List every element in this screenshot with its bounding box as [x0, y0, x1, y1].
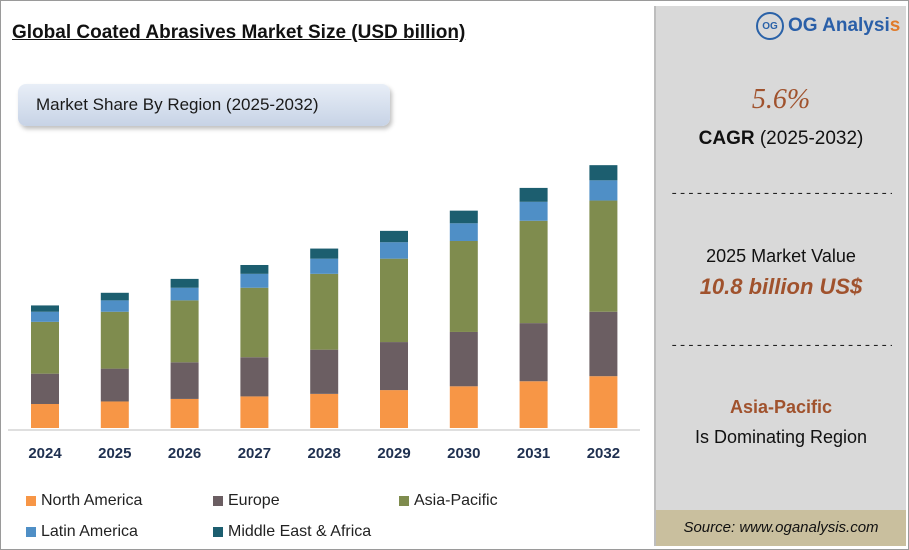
- bar-2027-latin-america: [240, 273, 269, 288]
- divider-top: ----------------------------: [670, 186, 892, 202]
- bar-2029-latin-america: [380, 242, 408, 259]
- bar-2024-asia-pacific: [31, 321, 59, 374]
- bar-2029-asia-pacific: [380, 258, 408, 343]
- bar-2024-middle-east-africa: [31, 305, 59, 312]
- bar-2030-latin-america: [449, 223, 478, 241]
- source-footer: Source: www.oganalysis.com: [656, 510, 906, 546]
- bar-2031-middle-east-africa: [519, 187, 548, 202]
- bar-2029-middle-east-africa: [380, 230, 408, 243]
- bar-2027-middle-east-africa: [240, 264, 269, 274]
- legend-label-asia-pacific: Asia-Pacific: [414, 492, 498, 509]
- legend-item-middle-east-africa: Middle East & Africa: [213, 523, 371, 541]
- cagr-value: 5.6%: [751, 84, 811, 115]
- og-analysis-logo: OG OG Analysis: [756, 12, 900, 40]
- logo-badge-icon: OG: [756, 12, 784, 40]
- stacked-bar-chart: 2024 2025 2026 2027 2028 2029 2030 2031 2032: [8, 165, 640, 462]
- legend-item-asia-pacific: Asia-Pacific: [399, 492, 498, 510]
- x-tick-label-2030: 2030: [447, 445, 480, 462]
- legend-swatch-latin-america: [26, 527, 36, 537]
- bar-2030-middle-east-africa: [449, 210, 478, 224]
- bar-2031-north-america: [519, 381, 548, 428]
- bar-2032-europe: [589, 311, 618, 377]
- x-tick-label-2028: 2028: [308, 445, 341, 462]
- x-tick-label-2027: 2027: [238, 445, 271, 462]
- bar-2027-europe: [240, 357, 269, 397]
- bar-2032-asia-pacific: [589, 200, 618, 312]
- bar-2024-north-america: [31, 403, 59, 428]
- bar-2030-asia-pacific: [449, 240, 478, 332]
- x-tick-label-2031: 2031: [517, 445, 550, 462]
- x-tick-labels: 2024 2025 2026 2027 2028 2029 2030 2031 2032: [28, 445, 620, 462]
- legend-item-north-america: North America: [26, 492, 142, 510]
- bar-2024-latin-america: [31, 311, 59, 322]
- bar-2027-asia-pacific: [240, 287, 269, 358]
- logo-text: OG Analysis: [788, 15, 900, 37]
- bar-2031-latin-america: [519, 201, 548, 221]
- market-value: 10.8 billion US$: [699, 274, 863, 299]
- bar-2032-latin-america: [589, 180, 618, 201]
- bar-2030-europe: [449, 331, 478, 387]
- bar-2026-europe: [170, 362, 199, 399]
- x-tick-label-2024: 2024: [28, 445, 62, 462]
- cagr-label: CAGR (2025-2032): [656, 128, 906, 150]
- legend-label-europe: Europe: [228, 492, 280, 509]
- bar-2027-north-america: [240, 396, 269, 428]
- bar-2026-asia-pacific: [170, 300, 199, 363]
- chart-subtitle: Market Share By Region (2025-2032): [18, 84, 390, 126]
- logo-text-main: OG Analysi: [788, 15, 890, 36]
- bar-2029-europe: [380, 342, 408, 391]
- cagr-label-period: (2025-2032): [754, 128, 864, 149]
- bar-2028-latin-america: [310, 258, 339, 274]
- market-value-label: 2025 Market Value: [706, 246, 856, 266]
- bar-2032-north-america: [589, 376, 618, 428]
- legend-swatch-europe: [213, 496, 223, 506]
- bar-2025-europe: [100, 368, 129, 402]
- bar-2026-latin-america: [170, 287, 199, 301]
- bar-2025-asia-pacific: [100, 311, 129, 369]
- legend-label-north-america: North America: [41, 492, 143, 509]
- bar-2030-north-america: [449, 386, 478, 428]
- legend-swatch-middle-east-africa: [213, 527, 223, 537]
- logo-text-accent: s: [889, 15, 901, 36]
- legend-swatch-asia-pacific: [399, 496, 409, 506]
- bar-2028-middle-east-africa: [310, 248, 339, 259]
- legend-label-middle-east-africa: Middle East & Africa: [228, 523, 372, 540]
- x-tick-label-2025: 2025: [98, 445, 131, 462]
- legend: North America Europe Asia-Pacific Latin …: [26, 490, 646, 546]
- bar-2031-europe: [519, 323, 548, 382]
- bar-2026-north-america: [170, 398, 199, 428]
- bar-2025-middle-east-africa: [100, 292, 129, 301]
- bar-2025-latin-america: [100, 300, 129, 312]
- dominating-region: Asia-Pacific: [729, 397, 833, 417]
- bar-2028-europe: [310, 349, 339, 394]
- bar-2028-north-america: [310, 393, 339, 428]
- bar-2024-europe: [31, 373, 59, 404]
- dominating-label: Is Dominating Region: [694, 427, 868, 447]
- bar-2029-north-america: [380, 390, 408, 428]
- x-tick-label-2032: 2032: [587, 445, 620, 462]
- summary-panel: OG OG Analysis 5.6% CAGR (2025-2032) ---…: [654, 6, 906, 546]
- bar-2025-north-america: [100, 401, 129, 428]
- bar-2032-middle-east-africa: [589, 165, 618, 181]
- bar-2028-asia-pacific: [310, 273, 339, 350]
- legend-item-europe: Europe: [213, 492, 280, 510]
- legend-swatch-north-america: [26, 496, 36, 506]
- x-tick-label-2029: 2029: [377, 445, 410, 462]
- bars-group: [31, 165, 618, 428]
- x-tick-label-2026: 2026: [168, 445, 201, 462]
- legend-item-latin-america: Latin America: [26, 523, 138, 541]
- cagr-label-bold: CAGR: [698, 128, 755, 149]
- bar-2026-middle-east-africa: [170, 278, 199, 288]
- chart-title: Global Coated Abrasives Market Size (USD…: [12, 22, 466, 43]
- legend-label-latin-america: Latin America: [41, 523, 138, 540]
- bar-2031-asia-pacific: [519, 220, 548, 324]
- divider-bottom: ----------------------------: [670, 338, 892, 354]
